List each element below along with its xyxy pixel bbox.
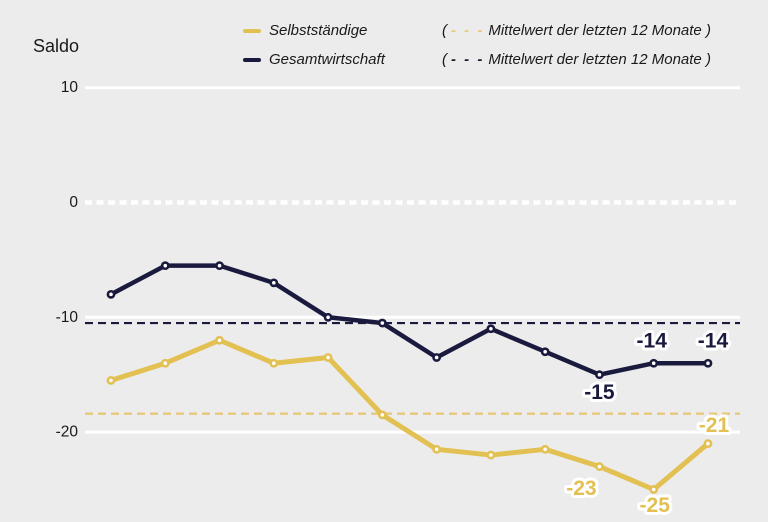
data-point-marker bbox=[703, 439, 713, 448]
y-tick-label: 0 bbox=[69, 194, 78, 211]
data-point-label: -23 bbox=[566, 477, 596, 500]
data-point-label: -21 bbox=[699, 414, 730, 437]
note-text: Mittelwert der letzten 12 Monate bbox=[488, 51, 702, 68]
y-tick-label: -20 bbox=[56, 424, 79, 441]
series-selbststaendige bbox=[106, 335, 713, 494]
data-point-marker bbox=[540, 347, 550, 357]
y-axis-title: Saldo bbox=[33, 36, 80, 56]
series-line bbox=[108, 337, 711, 492]
data-point-marker bbox=[595, 370, 604, 380]
data-point-marker bbox=[595, 462, 604, 471]
data-point-marker bbox=[106, 376, 116, 385]
legend-label-selbststaendige: Selbstständige bbox=[269, 22, 368, 39]
data-point-label: -14 bbox=[698, 330, 729, 353]
data-point-marker bbox=[269, 278, 279, 288]
data-point-marker bbox=[269, 358, 279, 368]
data-point-marker bbox=[486, 450, 496, 460]
data-point-marker bbox=[649, 358, 659, 368]
note-close: ) bbox=[705, 51, 711, 68]
mean-dash-sample-yellow: - - - bbox=[451, 22, 485, 39]
data-point-marker bbox=[215, 261, 224, 271]
data-point-marker bbox=[432, 353, 442, 362]
data-point-marker bbox=[215, 335, 224, 345]
data-point-marker bbox=[486, 324, 496, 334]
data-point-marker bbox=[160, 261, 170, 271]
data-point-marker bbox=[432, 444, 442, 454]
legend-swatch-selbststaendige bbox=[243, 29, 261, 33]
data-point-marker bbox=[323, 353, 333, 362]
note-open: ( bbox=[442, 22, 447, 39]
y-axis-tick-labels: 10 0 -10 -20 bbox=[56, 79, 79, 440]
data-point-label: -14 bbox=[637, 330, 668, 353]
legend-row-gesamtwirtschaft: Gesamtwirtschaft (- - - Mittelwert der le… bbox=[0, 50, 768, 70]
data-point-marker bbox=[703, 358, 713, 368]
note-text: Mittelwert der letzten 12 Monate bbox=[488, 22, 702, 39]
gridlines bbox=[85, 86, 740, 434]
data-point-marker bbox=[106, 289, 116, 299]
data-point-marker bbox=[377, 318, 387, 328]
data-point-marker bbox=[377, 410, 387, 420]
data-point-marker bbox=[323, 312, 333, 322]
note-open: ( bbox=[442, 51, 447, 68]
legend-mean-note-gesamtwirtschaft: (- - - Mittelwert der letzten 12 Monate ) bbox=[442, 50, 711, 70]
series-gesamtwirtschaft bbox=[106, 261, 713, 380]
series-line bbox=[108, 263, 711, 377]
legend-swatch-gesamtwirtschaft bbox=[243, 58, 261, 62]
legend-row-selbststaendige: Selbstständige (- - - Mittelwert der letz… bbox=[0, 21, 768, 41]
y-tick-label: -10 bbox=[56, 309, 79, 326]
data-point-label: -15 bbox=[584, 381, 615, 404]
data-point-label: -25 bbox=[640, 494, 671, 517]
legend-mean-note-selbststaendige: (- - - Mittelwert der letzten 12 Monate ) bbox=[442, 21, 711, 41]
note-close: ) bbox=[705, 22, 711, 39]
data-point-marker bbox=[160, 358, 170, 368]
mean-lines bbox=[85, 321, 740, 415]
mean-dash-sample-navy: - - - bbox=[451, 51, 485, 68]
data-point-marker bbox=[649, 485, 659, 494]
data-point-labels: -15 -14 -14 -23 -25 -21 bbox=[563, 327, 732, 520]
data-point-marker bbox=[540, 444, 550, 454]
legend-label-gesamtwirtschaft: Gesamtwirtschaft bbox=[269, 51, 385, 68]
y-tick-label: 10 bbox=[61, 79, 79, 96]
